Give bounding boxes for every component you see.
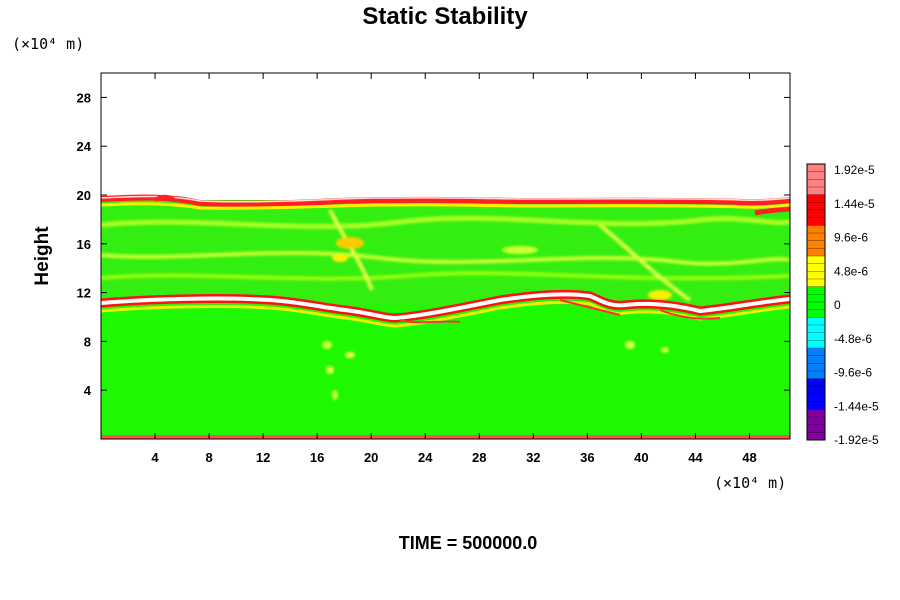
colorbar-label: 9.6e-6 bbox=[834, 231, 868, 245]
lower-tropopause-under-red bbox=[399, 299, 721, 324]
colorbar-label: 4.8e-6 bbox=[834, 264, 868, 278]
x-tick-label: 48 bbox=[742, 450, 756, 465]
y-tick-label: 8 bbox=[84, 334, 91, 349]
upper-left-blip bbox=[153, 194, 177, 203]
texture-blob-4 bbox=[502, 246, 538, 254]
y-tick-label: 24 bbox=[77, 139, 92, 154]
colorbar-swatch bbox=[807, 317, 825, 349]
texture-band-4 bbox=[328, 209, 374, 291]
colorbar: 1.92e-5 1.44e-5 9.6e-6 4.8e-6 0 -4.8e-6 -9.6e-… bbox=[806, 163, 879, 447]
lower-tropopause-white bbox=[101, 292, 790, 321]
heatmap-field bbox=[101, 73, 790, 439]
x-tick-label: 16 bbox=[310, 450, 324, 465]
texture-blob-3 bbox=[648, 290, 672, 300]
x-tick-label: 8 bbox=[205, 450, 212, 465]
time-footer: TIME = 500000.0 bbox=[399, 533, 538, 553]
colorbar-label: -4.8e-6 bbox=[834, 332, 872, 346]
x-tick-label: 20 bbox=[364, 450, 378, 465]
colorbar-label: 1.92e-5 bbox=[834, 163, 875, 177]
x-tick-label: 44 bbox=[688, 450, 703, 465]
plume-blob-5 bbox=[625, 341, 635, 349]
texture-band-5 bbox=[598, 223, 692, 302]
field-texture bbox=[101, 209, 790, 302]
upper-tropopause-red bbox=[101, 194, 790, 207]
colorbar-label: -1.44e-5 bbox=[834, 399, 879, 413]
colorbar-frame bbox=[806, 163, 826, 441]
colorbar-label: -9.6e-6 bbox=[834, 366, 872, 380]
field-lower-layer bbox=[101, 305, 790, 439]
field-background-stratosphere bbox=[101, 73, 790, 200]
upper-tropopause-white bbox=[101, 195, 790, 203]
plume-blob-6 bbox=[661, 347, 669, 353]
texture-blob-1 bbox=[336, 237, 364, 249]
y-tick-label: 20 bbox=[77, 188, 91, 203]
colorbar-label: 1.44e-5 bbox=[834, 197, 875, 211]
plume-blob-4 bbox=[345, 352, 355, 358]
colorbar-swatch bbox=[807, 164, 825, 196]
y-axis-label: Height bbox=[32, 226, 53, 286]
x-tick-label: 24 bbox=[418, 450, 433, 465]
colorbar-label: -1.92e-5 bbox=[834, 433, 879, 447]
upper-right-anomaly bbox=[754, 206, 790, 216]
colorbar-label: 0 bbox=[834, 298, 841, 312]
texture-band-2 bbox=[101, 250, 790, 266]
texture-blob-2 bbox=[332, 254, 348, 262]
plume-blob-3 bbox=[332, 390, 338, 400]
x-tick-label: 36 bbox=[580, 450, 594, 465]
y-tick-label: 16 bbox=[77, 237, 91, 252]
x-tick-label: 32 bbox=[526, 450, 540, 465]
texture-band-3 bbox=[101, 271, 790, 281]
x-unit-label: (×10⁴ m) bbox=[714, 474, 786, 492]
x-tick-label: 4 bbox=[151, 450, 159, 465]
x-tick-label: 40 bbox=[634, 450, 648, 465]
upper-tropopause-yellow bbox=[101, 202, 790, 210]
lower-plumes bbox=[322, 341, 669, 400]
y-tick-label: 12 bbox=[77, 286, 91, 301]
surface-boundary bbox=[101, 435, 790, 439]
colorbar-swatch bbox=[807, 409, 825, 441]
texture-band-1 bbox=[101, 215, 790, 230]
y-unit-label: (×10⁴ m) bbox=[12, 35, 84, 53]
y-tick-label: 4 bbox=[84, 383, 92, 398]
x-tick-label: 28 bbox=[472, 450, 486, 465]
x-tick-label: 12 bbox=[256, 450, 270, 465]
plume-blob-1 bbox=[322, 341, 332, 349]
plume-blob-2 bbox=[326, 366, 334, 374]
plot-frame bbox=[100, 72, 791, 440]
chart-title: Static Stability bbox=[362, 3, 528, 30]
y-tick-label: 28 bbox=[77, 90, 91, 105]
